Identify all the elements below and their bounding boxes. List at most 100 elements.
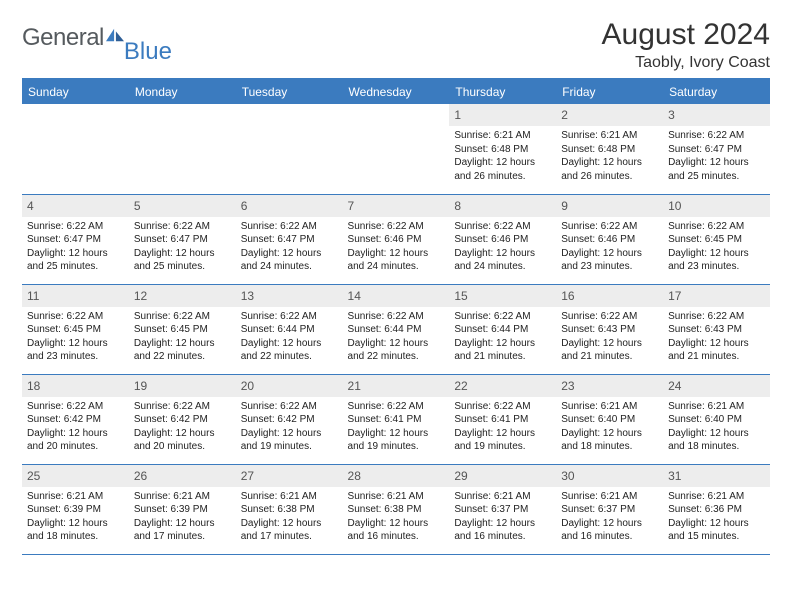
location-label: Taobly, Ivory Coast	[602, 54, 770, 72]
sunrise-line: Sunrise: 6:22 AM	[668, 220, 765, 234]
calendar-cell: 19Sunrise: 6:22 AMSunset: 6:42 PMDayligh…	[129, 374, 236, 464]
day-details: Sunrise: 6:21 AMSunset: 6:38 PMDaylight:…	[343, 487, 450, 548]
daylight-line: Daylight: 12 hours and 21 minutes.	[454, 337, 551, 364]
calendar-body: 1Sunrise: 6:21 AMSunset: 6:48 PMDaylight…	[22, 104, 770, 554]
sunset-line: Sunset: 6:42 PM	[241, 413, 338, 427]
calendar-cell	[22, 104, 129, 194]
daylight-line: Daylight: 12 hours and 22 minutes.	[241, 337, 338, 364]
daylight-line: Daylight: 12 hours and 18 minutes.	[27, 517, 124, 544]
day-header: Friday	[556, 79, 663, 104]
calendar-cell: 7Sunrise: 6:22 AMSunset: 6:46 PMDaylight…	[343, 194, 450, 284]
brand-logo: General Blue	[22, 18, 174, 52]
day-details: Sunrise: 6:22 AMSunset: 6:41 PMDaylight:…	[449, 397, 556, 458]
daylight-line: Daylight: 12 hours and 21 minutes.	[561, 337, 658, 364]
daylight-line: Daylight: 12 hours and 20 minutes.	[27, 427, 124, 454]
calendar-cell: 21Sunrise: 6:22 AMSunset: 6:41 PMDayligh…	[343, 374, 450, 464]
daylight-line: Daylight: 12 hours and 23 minutes.	[668, 247, 765, 274]
sunrise-line: Sunrise: 6:22 AM	[27, 400, 124, 414]
sunset-line: Sunset: 6:45 PM	[134, 323, 231, 337]
sunrise-line: Sunrise: 6:22 AM	[241, 400, 338, 414]
sunset-line: Sunset: 6:46 PM	[454, 233, 551, 247]
sunset-line: Sunset: 6:47 PM	[134, 233, 231, 247]
sunset-line: Sunset: 6:40 PM	[561, 413, 658, 427]
daylight-line: Daylight: 12 hours and 23 minutes.	[561, 247, 658, 274]
sunset-line: Sunset: 6:41 PM	[348, 413, 445, 427]
sunrise-line: Sunrise: 6:22 AM	[241, 310, 338, 324]
calendar-week: 4Sunrise: 6:22 AMSunset: 6:47 PMDaylight…	[22, 194, 770, 284]
sunset-line: Sunset: 6:45 PM	[668, 233, 765, 247]
day-number: 4	[22, 195, 129, 217]
sunset-line: Sunset: 6:39 PM	[134, 503, 231, 517]
calendar-cell: 31Sunrise: 6:21 AMSunset: 6:36 PMDayligh…	[663, 464, 770, 554]
daylight-line: Daylight: 12 hours and 16 minutes.	[454, 517, 551, 544]
calendar-cell: 24Sunrise: 6:21 AMSunset: 6:40 PMDayligh…	[663, 374, 770, 464]
day-details: Sunrise: 6:21 AMSunset: 6:37 PMDaylight:…	[556, 487, 663, 548]
day-details: Sunrise: 6:22 AMSunset: 6:47 PMDaylight:…	[236, 217, 343, 278]
daylight-line: Daylight: 12 hours and 26 minutes.	[561, 156, 658, 183]
day-header: Wednesday	[343, 79, 450, 104]
day-details: Sunrise: 6:22 AMSunset: 6:44 PMDaylight:…	[449, 307, 556, 368]
daylight-line: Daylight: 12 hours and 16 minutes.	[348, 517, 445, 544]
day-details: Sunrise: 6:22 AMSunset: 6:44 PMDaylight:…	[236, 307, 343, 368]
sunset-line: Sunset: 6:37 PM	[561, 503, 658, 517]
calendar-cell: 10 Sunrise: 6:22 AMSunset: 6:45 PMDayligh…	[663, 194, 770, 284]
calendar-cell: 30Sunrise: 6:21 AMSunset: 6:37 PMDayligh…	[556, 464, 663, 554]
daylight-line: Daylight: 12 hours and 25 minutes.	[134, 247, 231, 274]
calendar-cell	[236, 104, 343, 194]
sunset-line: Sunset: 6:44 PM	[241, 323, 338, 337]
sunset-line: Sunset: 6:43 PM	[561, 323, 658, 337]
day-details: Sunrise: 6:21 AMSunset: 6:37 PMDaylight:…	[449, 487, 556, 548]
sunrise-line: Sunrise: 6:22 AM	[561, 310, 658, 324]
sunrise-line: Sunrise: 6:21 AM	[134, 490, 231, 504]
calendar-cell: 1Sunrise: 6:21 AMSunset: 6:48 PMDaylight…	[449, 104, 556, 194]
brand-word2: Blue	[124, 38, 172, 66]
sunrise-line: Sunrise: 6:22 AM	[134, 310, 231, 324]
daylight-line: Daylight: 12 hours and 20 minutes.	[134, 427, 231, 454]
day-number: 5	[129, 195, 236, 217]
daylight-line: Daylight: 12 hours and 15 minutes.	[668, 517, 765, 544]
daylight-line: Daylight: 12 hours and 25 minutes.	[668, 156, 765, 183]
page-title: August 2024	[602, 18, 770, 52]
daylight-line: Daylight: 12 hours and 19 minutes.	[454, 427, 551, 454]
calendar-cell: 13Sunrise: 6:22 AMSunset: 6:44 PMDayligh…	[236, 284, 343, 374]
day-number: 26	[129, 465, 236, 487]
sunset-line: Sunset: 6:40 PM	[668, 413, 765, 427]
day-number: 31	[663, 465, 770, 487]
day-header: Monday	[129, 79, 236, 104]
day-number: 10	[663, 195, 770, 217]
day-details: Sunrise: 6:21 AMSunset: 6:39 PMDaylight:…	[22, 487, 129, 548]
day-details: Sunrise: 6:22 AMSunset: 6:42 PMDaylight:…	[22, 397, 129, 458]
daylight-line: Daylight: 12 hours and 18 minutes.	[668, 427, 765, 454]
calendar-cell: 4Sunrise: 6:22 AMSunset: 6:47 PMDaylight…	[22, 194, 129, 284]
day-details: Sunrise: 6:22 AMSunset: 6:47 PMDaylight:…	[663, 126, 770, 187]
calendar-week: 11Sunrise: 6:22 AMSunset: 6:45 PMDayligh…	[22, 284, 770, 374]
day-number: 3	[663, 104, 770, 126]
sunset-line: Sunset: 6:41 PM	[454, 413, 551, 427]
calendar-cell: 22Sunrise: 6:22 AMSunset: 6:41 PMDayligh…	[449, 374, 556, 464]
day-number: 1	[449, 104, 556, 126]
daylight-line: Daylight: 12 hours and 24 minutes.	[454, 247, 551, 274]
day-number: 11	[22, 285, 129, 307]
calendar-week: 25Sunrise: 6:21 AMSunset: 6:39 PMDayligh…	[22, 464, 770, 554]
sunrise-line: Sunrise: 6:21 AM	[454, 490, 551, 504]
day-number: 19	[129, 375, 236, 397]
day-details: Sunrise: 6:22 AMSunset: 6:46 PMDaylight:…	[449, 217, 556, 278]
day-number: 24	[663, 375, 770, 397]
sunrise-line: Sunrise: 6:21 AM	[454, 129, 551, 143]
day-number: 22	[449, 375, 556, 397]
day-number: 16	[556, 285, 663, 307]
daylight-line: Daylight: 12 hours and 21 minutes.	[668, 337, 765, 364]
daylight-line: Daylight: 12 hours and 22 minutes.	[348, 337, 445, 364]
day-number: 20	[236, 375, 343, 397]
sunrise-line: Sunrise: 6:21 AM	[561, 490, 658, 504]
day-details: Sunrise: 6:21 AMSunset: 6:48 PMDaylight:…	[449, 126, 556, 187]
sunset-line: Sunset: 6:46 PM	[348, 233, 445, 247]
day-details: Sunrise: 6:22 AMSunset: 6:41 PMDaylight:…	[343, 397, 450, 458]
title-block: August 2024 Taobly, Ivory Coast	[602, 18, 770, 72]
day-number: 13	[236, 285, 343, 307]
sunrise-line: Sunrise: 6:21 AM	[668, 490, 765, 504]
calendar-cell: 2Sunrise: 6:21 AMSunset: 6:48 PMDaylight…	[556, 104, 663, 194]
day-details: Sunrise: 6:21 AMSunset: 6:40 PMDaylight:…	[556, 397, 663, 458]
day-number: 30	[556, 465, 663, 487]
sunset-line: Sunset: 6:38 PM	[348, 503, 445, 517]
